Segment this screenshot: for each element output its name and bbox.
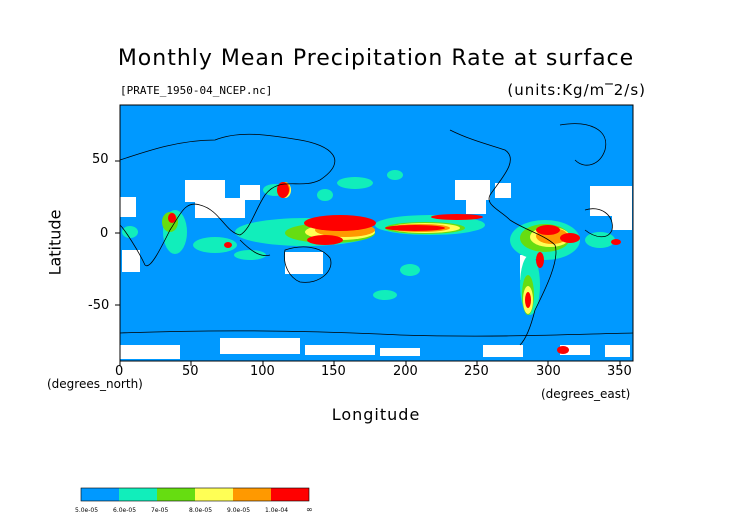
colorbar-label-7: ∞ (306, 505, 313, 514)
x-tick-150: 150 (321, 364, 346, 379)
colorbar-label-5: 9.0e-05 (227, 507, 251, 514)
x-tick-350: 350 (607, 364, 632, 379)
colorbar (80, 487, 310, 502)
colorbar-label-4: 8.0e-05 (189, 507, 213, 514)
x-tick-100: 100 (250, 364, 275, 379)
x-axis-unit: (degrees_east) (541, 387, 631, 401)
x-tick-300: 300 (536, 364, 561, 379)
colorbar-label-1: 5.0e-05 (75, 507, 99, 514)
axis-ticks (115, 160, 621, 366)
coastlines (119, 123, 634, 346)
colorbar-swatch-6 (271, 488, 309, 501)
colorbar-swatch-4 (195, 488, 233, 501)
y-axis-unit: (degrees_north) (47, 377, 143, 391)
precip-level-5 (168, 182, 621, 354)
y-tick-0: 0 (100, 226, 109, 241)
chart-title: Monthly Mean Precipitation Rate at surfa… (117, 46, 635, 71)
x-axis-label: Longitude (331, 405, 421, 424)
colorbar-swatch-3 (157, 488, 195, 501)
y-tick-minus50: -50 (88, 298, 110, 313)
colorbar-label-3: 7e-05 (151, 507, 169, 514)
colorbar-swatch-5 (233, 488, 271, 501)
colorbar-label-6: 1.0e-04 (265, 507, 289, 514)
no-data-patches (120, 180, 632, 359)
x-tick-250: 250 (464, 364, 489, 379)
y-tick-50: 50 (92, 152, 109, 167)
colorbar-label-2: 6.0e-05 (113, 507, 137, 514)
colorbar-swatch-2 (119, 488, 157, 501)
colorbar-swatch-1 (81, 488, 119, 501)
file-label: [PRATE_1950-04_NCEP.nc] (120, 84, 273, 97)
x-tick-50: 50 (182, 364, 199, 379)
x-tick-0: 0 (115, 364, 124, 379)
x-tick-200: 200 (393, 364, 418, 379)
units-label: (units:Kg/m‾2/s) (507, 81, 646, 99)
